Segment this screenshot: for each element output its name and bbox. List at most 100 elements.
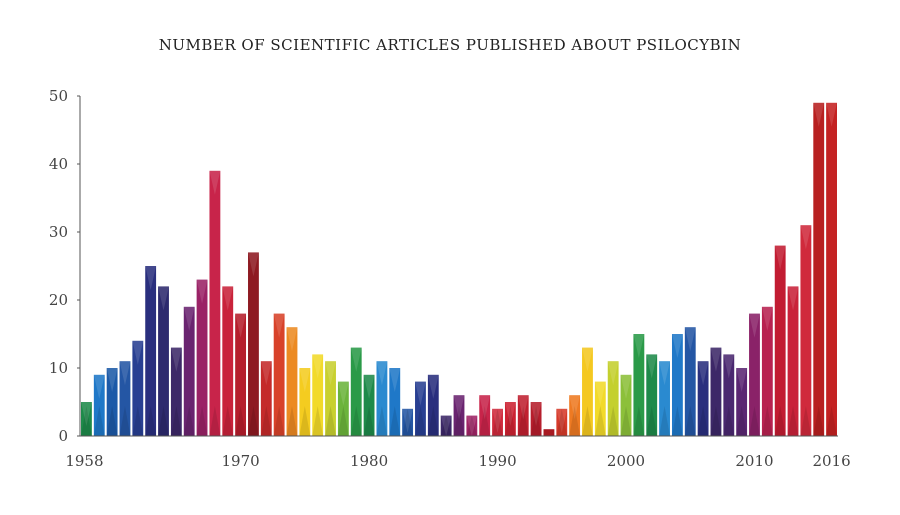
bar-facet [826,102,837,127]
bar-1963 [145,266,157,436]
bar-2002 [646,354,658,436]
bar-facet [350,347,362,372]
bar-facet [671,334,683,358]
bar-facet [569,406,581,436]
bar-facet [697,361,709,386]
x-tick-label: 1958 [65,452,103,470]
bar-facet [530,406,542,436]
bar-series [81,102,837,437]
bar-facet [196,406,208,436]
bar-facet [209,406,221,436]
bar-1997 [582,347,593,436]
bar-1994 [543,429,555,436]
bar-1968 [209,170,221,437]
bar-1972 [260,361,272,436]
bar-facet [517,395,529,420]
bar-facet [286,327,298,352]
bar-facet [235,406,247,436]
bar-facet [132,406,144,436]
bar-facet [440,415,452,436]
bar-facet [556,408,568,433]
bar-facet [787,406,799,436]
bar-facet [594,381,606,406]
bar-facet [312,406,324,436]
bar-facet [363,406,375,436]
bar-facet [440,415,452,436]
y-tick-label: 30 [49,223,68,241]
bar-facet [248,406,259,436]
bar-facet [106,368,118,392]
bar-facet [787,286,799,311]
bar-facet [415,381,426,406]
bar-facet [504,406,516,436]
bar-facet [826,406,837,436]
bar-facet [620,374,632,399]
bar-2010 [749,313,760,436]
bar-1973 [273,313,285,436]
y-tick-label: 0 [58,427,68,445]
bar-1984 [415,381,426,436]
bar-facet [402,408,414,436]
bar-facet [312,354,324,379]
y-tick-label: 20 [49,291,68,309]
bar-facet [337,381,349,406]
bar-facet [170,347,182,372]
bar-facet [774,406,786,436]
bar-facet [749,406,760,436]
bar-facet [479,395,491,420]
bar-1959 [93,374,105,436]
bar-facet [132,340,144,365]
bar-1985 [427,374,439,436]
bar-facet [273,406,285,436]
bar-facet [633,406,645,436]
bar-facet [659,406,670,436]
bar-facet [119,361,131,386]
bar-1983 [402,408,414,436]
bar-2001 [633,334,645,436]
bar-2009 [736,368,748,436]
bar-facet [697,406,709,436]
bar-1995 [556,408,568,436]
bar-facet [453,406,465,436]
bar-2011 [761,306,773,436]
bar-1980 [363,374,375,436]
bar-1978 [337,381,349,436]
bar-1962 [132,340,144,436]
bar-1986 [440,415,452,436]
x-tick-label: 1970 [221,452,259,470]
bar-facet [710,347,722,372]
bar-facet [736,406,748,436]
bar-facet [504,402,516,426]
bar-facet [620,406,632,436]
bar-facet [209,170,221,195]
bar-facet [106,406,118,436]
bar-facet [684,406,696,436]
bar-1960 [106,368,118,436]
bar-facet [671,406,683,436]
bar-facet [607,361,619,386]
x-tick-label: 1990 [478,452,516,470]
bar-1975 [299,368,311,436]
bar-facet [248,252,259,277]
bar-facet [299,406,311,436]
bar-facet [93,406,105,436]
bar-1970 [235,313,247,436]
y-axis: 0 10 20 30 40 50 [49,87,81,445]
bar-facet [607,406,619,436]
bar-1989 [479,395,491,436]
bar-facet [594,406,606,436]
bar-2005 [684,327,696,436]
bar-facet [646,406,658,436]
bar-facet [582,347,593,372]
bar-facet [363,374,375,399]
bar-2013 [787,286,799,436]
y-tick-label: 40 [49,155,68,173]
bar-1958 [81,402,92,436]
bar-1977 [325,361,336,436]
bar-1999 [607,361,619,436]
bar-facet [273,313,285,338]
bar-2006 [697,361,709,436]
bar-facet [453,395,465,420]
bar-facet [813,406,825,436]
